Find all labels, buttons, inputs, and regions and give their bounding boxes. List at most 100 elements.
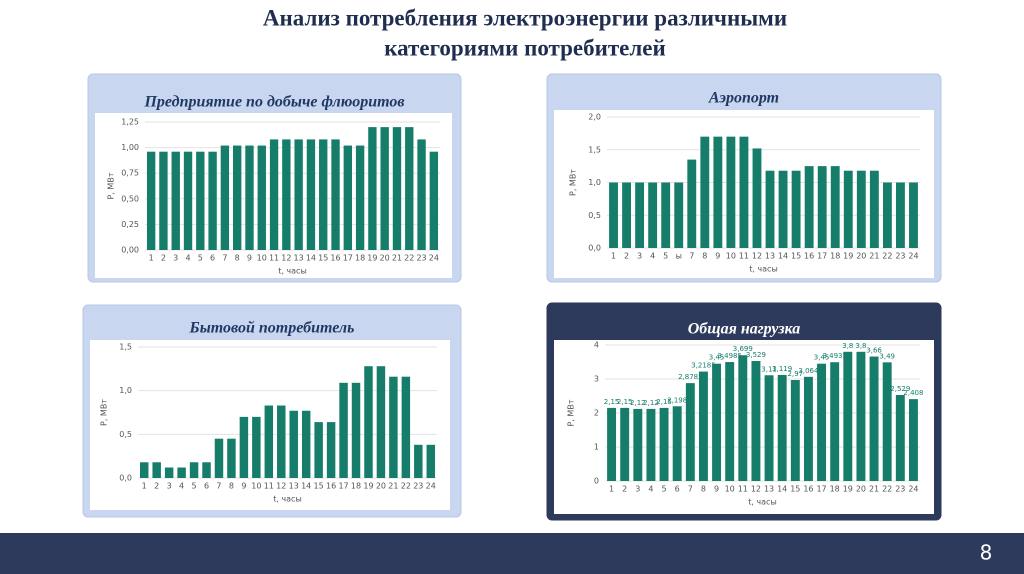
x-tick-label: 11 — [739, 252, 749, 261]
x-axis-label: t, часы — [273, 495, 302, 504]
x-tick-label: 8 — [701, 485, 706, 494]
x-tick-label: ы — [676, 252, 682, 261]
bar — [896, 182, 905, 248]
y-axis-label: P, МВт — [107, 172, 116, 199]
footer-bar — [0, 533, 1024, 574]
bar — [208, 151, 217, 250]
x-tick-label: 10 — [257, 254, 267, 263]
bar — [764, 375, 774, 481]
x-tick-label: 4 — [648, 485, 653, 494]
bar — [139, 462, 149, 478]
data-label: 2,15 — [617, 398, 633, 406]
bar — [698, 371, 708, 481]
bar — [277, 405, 286, 478]
bar — [609, 182, 618, 248]
bar — [790, 380, 800, 481]
bar — [405, 127, 414, 250]
data-label: 3,4935 — [822, 352, 847, 360]
x-tick-label: 5 — [198, 254, 203, 263]
bar — [301, 410, 311, 478]
x-tick-label: 14 — [777, 485, 787, 494]
x-tick-label: 16 — [804, 252, 814, 261]
x-tick-label: 12 — [281, 254, 291, 263]
y-tick-label: 1,00 — [121, 143, 139, 152]
bar — [830, 166, 840, 248]
bar — [426, 444, 436, 478]
x-tick-label: 4 — [179, 482, 184, 491]
bar — [620, 407, 630, 481]
x-tick-label: 2 — [154, 482, 159, 491]
x-tick-label: 22 — [882, 485, 892, 494]
bar — [392, 127, 402, 250]
bar — [306, 139, 316, 250]
x-tick-label: 5 — [663, 252, 668, 261]
bar — [777, 374, 787, 481]
chart-title: Бытовой потребитель — [189, 320, 355, 337]
x-tick-label: 15 — [318, 254, 328, 263]
x-tick-label: 1 — [149, 254, 154, 263]
bar — [177, 467, 186, 478]
bar — [752, 148, 762, 248]
x-tick-label: 21 — [392, 254, 402, 263]
x-tick-label: 20 — [856, 485, 866, 494]
x-tick-label: 5 — [662, 485, 667, 494]
bar — [164, 467, 174, 478]
y-axis-label: P, МВт — [567, 399, 576, 426]
data-label: 3,4985 — [717, 352, 742, 360]
bar — [376, 366, 386, 478]
data-label: 2,529 — [890, 385, 910, 393]
bar — [146, 151, 156, 250]
y-tick-label: 1,0 — [119, 386, 132, 395]
x-tick-label: 19 — [367, 254, 377, 263]
bar — [189, 462, 199, 478]
bar — [220, 145, 230, 250]
y-tick-label: 3 — [594, 375, 599, 384]
x-tick-label: 21 — [869, 252, 879, 261]
x-tick-label: 24 — [908, 485, 918, 494]
bar — [417, 139, 426, 250]
y-tick-label: 0 — [594, 477, 599, 486]
x-tick-label: 10 — [725, 485, 735, 494]
x-tick-label: 11 — [738, 485, 748, 494]
data-label: 3,064 — [798, 367, 819, 375]
bar — [289, 410, 298, 478]
x-tick-label: 4 — [650, 252, 655, 261]
bar — [674, 182, 684, 248]
x-tick-label: 20 — [380, 254, 390, 263]
data-label: 2,15 — [656, 398, 672, 406]
bar — [738, 355, 748, 481]
x-tick-label: 2 — [161, 254, 166, 263]
slide-title: категориями потребителей — [384, 35, 666, 60]
x-tick-label: 24 — [426, 482, 436, 491]
x-tick-label: 3 — [167, 482, 172, 491]
bar — [364, 366, 373, 478]
x-tick-label: 9 — [714, 485, 719, 494]
x-tick-label: 21 — [388, 482, 398, 491]
x-axis-label: t, часы — [749, 265, 778, 274]
x-tick-label: 17 — [343, 254, 353, 263]
bar — [726, 136, 736, 248]
y-tick-label: 2 — [594, 409, 599, 418]
data-label: 2,15 — [604, 398, 620, 406]
y-tick-label: 1,5 — [119, 343, 132, 352]
bar — [171, 151, 180, 250]
x-tick-label: 23 — [416, 254, 426, 263]
x-tick-label: 19 — [843, 252, 853, 261]
x-tick-label: 13 — [294, 254, 304, 263]
x-tick-label: 11 — [264, 482, 274, 491]
x-tick-label: 23 — [895, 485, 905, 494]
x-tick-label: 2 — [624, 252, 629, 261]
x-tick-label: 15 — [314, 482, 324, 491]
bar — [909, 182, 918, 248]
x-tick-label: 1 — [609, 485, 614, 494]
x-tick-label: 12 — [752, 252, 762, 261]
x-tick-label: 22 — [882, 252, 892, 261]
bar — [331, 139, 340, 250]
bar — [326, 422, 336, 478]
bar — [803, 376, 813, 481]
bar — [713, 136, 723, 248]
x-tick-label: 6 — [210, 254, 215, 263]
bar — [152, 462, 161, 478]
data-label: 3,8 — [855, 342, 866, 350]
